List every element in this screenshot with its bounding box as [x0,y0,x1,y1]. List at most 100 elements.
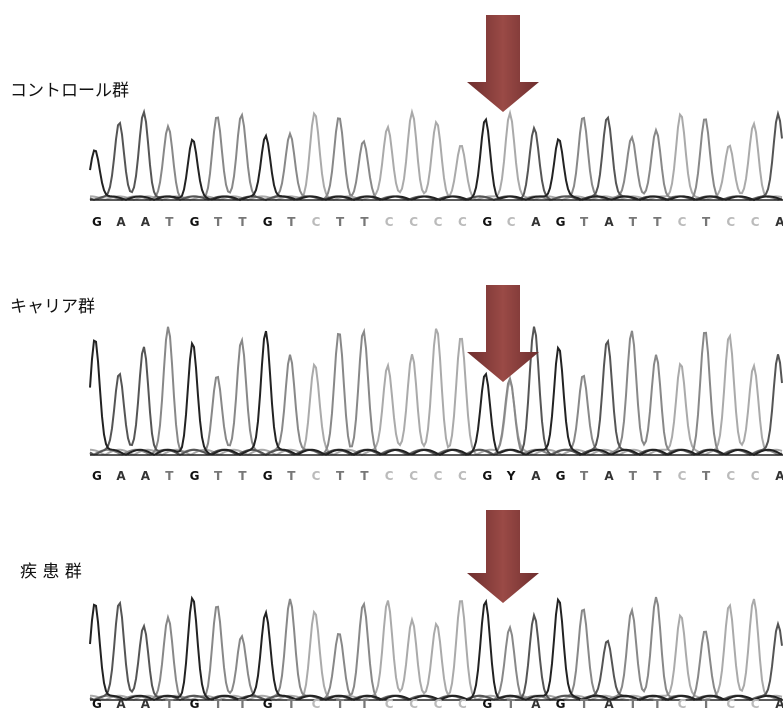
base-letter: C [458,469,467,483]
figure: コントロール群GAATGTTGTCTTCCCCGCAGTATTCTCCAキャリア… [0,0,783,718]
base-letter: T [214,469,223,483]
arrow [467,15,539,112]
base-letter: G [263,469,273,483]
base-letter: T [165,697,174,711]
base-letter: G [556,469,566,483]
base-letter: C [409,697,418,711]
base-letter: G [482,215,492,229]
base-letter: T [214,697,223,711]
base-letter: C [751,215,760,229]
base-letter: A [531,697,541,711]
base-letter: C [458,697,467,711]
base-letter: T [165,469,174,483]
base-letter: T [580,469,589,483]
base-letter: T [238,697,247,711]
base-letter: G [263,697,273,711]
base-letter: C [434,469,443,483]
base-letter: C [434,697,443,711]
trace [90,599,782,700]
base-letter: C [678,697,687,711]
base-letter: T [360,469,369,483]
base-letter: T [507,697,516,711]
base-letter: G [263,215,273,229]
base-letter: C [312,215,321,229]
trace [90,598,782,700]
base-letter: C [678,469,687,483]
arrow [467,510,539,603]
base-letter: C [409,215,418,229]
trace [90,603,782,700]
base-letter: C [726,469,735,483]
base-letter: T [580,697,589,711]
base-letter: T [287,215,296,229]
group-label: 疾 患 群 [20,562,82,582]
base-letter: T [165,215,174,229]
base-letter: C [458,215,467,229]
base-letter: T [702,697,711,711]
base-letter: A [604,469,614,483]
base-letter: C [726,215,735,229]
arrow [467,285,539,382]
base-letter: G [92,697,102,711]
base-letter: T [336,469,345,483]
base-letter: A [531,469,541,483]
trace [90,112,782,200]
base-letter: G [190,215,200,229]
group-label: コントロール群 [10,81,129,101]
trace [90,331,782,455]
base-letter: T [336,215,345,229]
base-letter: A [141,697,151,711]
group-label: キャリア群 [10,297,95,317]
base-letter: C [678,215,687,229]
base-letter: Y [506,469,516,483]
base-letter: G [556,215,566,229]
base-letter: T [580,215,589,229]
base-letter: G [482,469,492,483]
base-letter: T [653,469,662,483]
base-letter: C [751,469,760,483]
base-letter: T [336,697,345,711]
base-letter: A [775,215,783,229]
base-letter: C [726,697,735,711]
base-letter: G [190,697,200,711]
base-letter: A [141,469,151,483]
base-letter: C [312,469,321,483]
base-letter: T [629,215,638,229]
base-letter: A [775,697,783,711]
base-letter: T [360,215,369,229]
base-letter: T [238,215,247,229]
base-letter: T [702,215,711,229]
base-letter: T [360,697,369,711]
base-letter: T [238,469,247,483]
base-letter: A [604,215,614,229]
base-letter: C [385,215,394,229]
base-letter: A [116,469,126,483]
base-letter: T [629,469,638,483]
base-letter: C [385,469,394,483]
base-letter: T [287,469,296,483]
base-letter: C [751,697,760,711]
base-letter: T [702,469,711,483]
base-letter: T [653,697,662,711]
base-letter: A [116,697,126,711]
base-letter: T [214,215,223,229]
base-letter: G [556,697,566,711]
base-letter: T [629,697,638,711]
base-letter: C [312,697,321,711]
base-letter: G [482,697,492,711]
base-letter: C [409,469,418,483]
base-letter: A [531,215,541,229]
base-letter: G [190,469,200,483]
base-letter: T [287,697,296,711]
base-letter: A [116,215,126,229]
base-letter: G [92,469,102,483]
base-letter: C [507,215,516,229]
base-letter: G [92,215,102,229]
base-letter: A [141,215,151,229]
base-letter: C [434,215,443,229]
base-letter: A [775,469,783,483]
trace [90,597,782,700]
base-letter: A [604,697,614,711]
base-letter: C [385,697,394,711]
base-letter: T [653,215,662,229]
